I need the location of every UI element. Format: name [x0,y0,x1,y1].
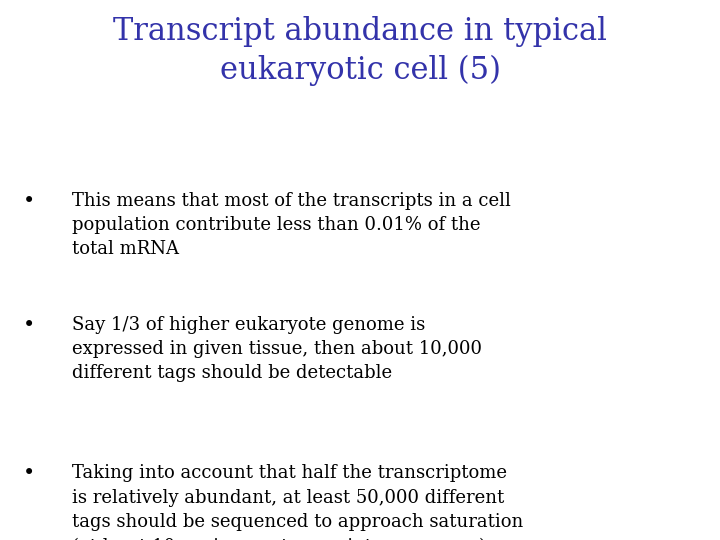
Text: Taking into account that half the transcriptome
is relatively abundant, at least: Taking into account that half the transc… [72,464,523,540]
Text: •: • [22,316,35,335]
Text: This means that most of the transcripts in a cell
population contribute less tha: This means that most of the transcripts … [72,192,511,258]
Text: Say 1/3 of higher eukaryote genome is
expressed in given tissue, then about 10,0: Say 1/3 of higher eukaryote genome is ex… [72,316,482,382]
Text: Transcript abundance in typical
eukaryotic cell (5): Transcript abundance in typical eukaryot… [113,16,607,86]
Text: •: • [22,192,35,211]
Text: •: • [22,464,35,483]
